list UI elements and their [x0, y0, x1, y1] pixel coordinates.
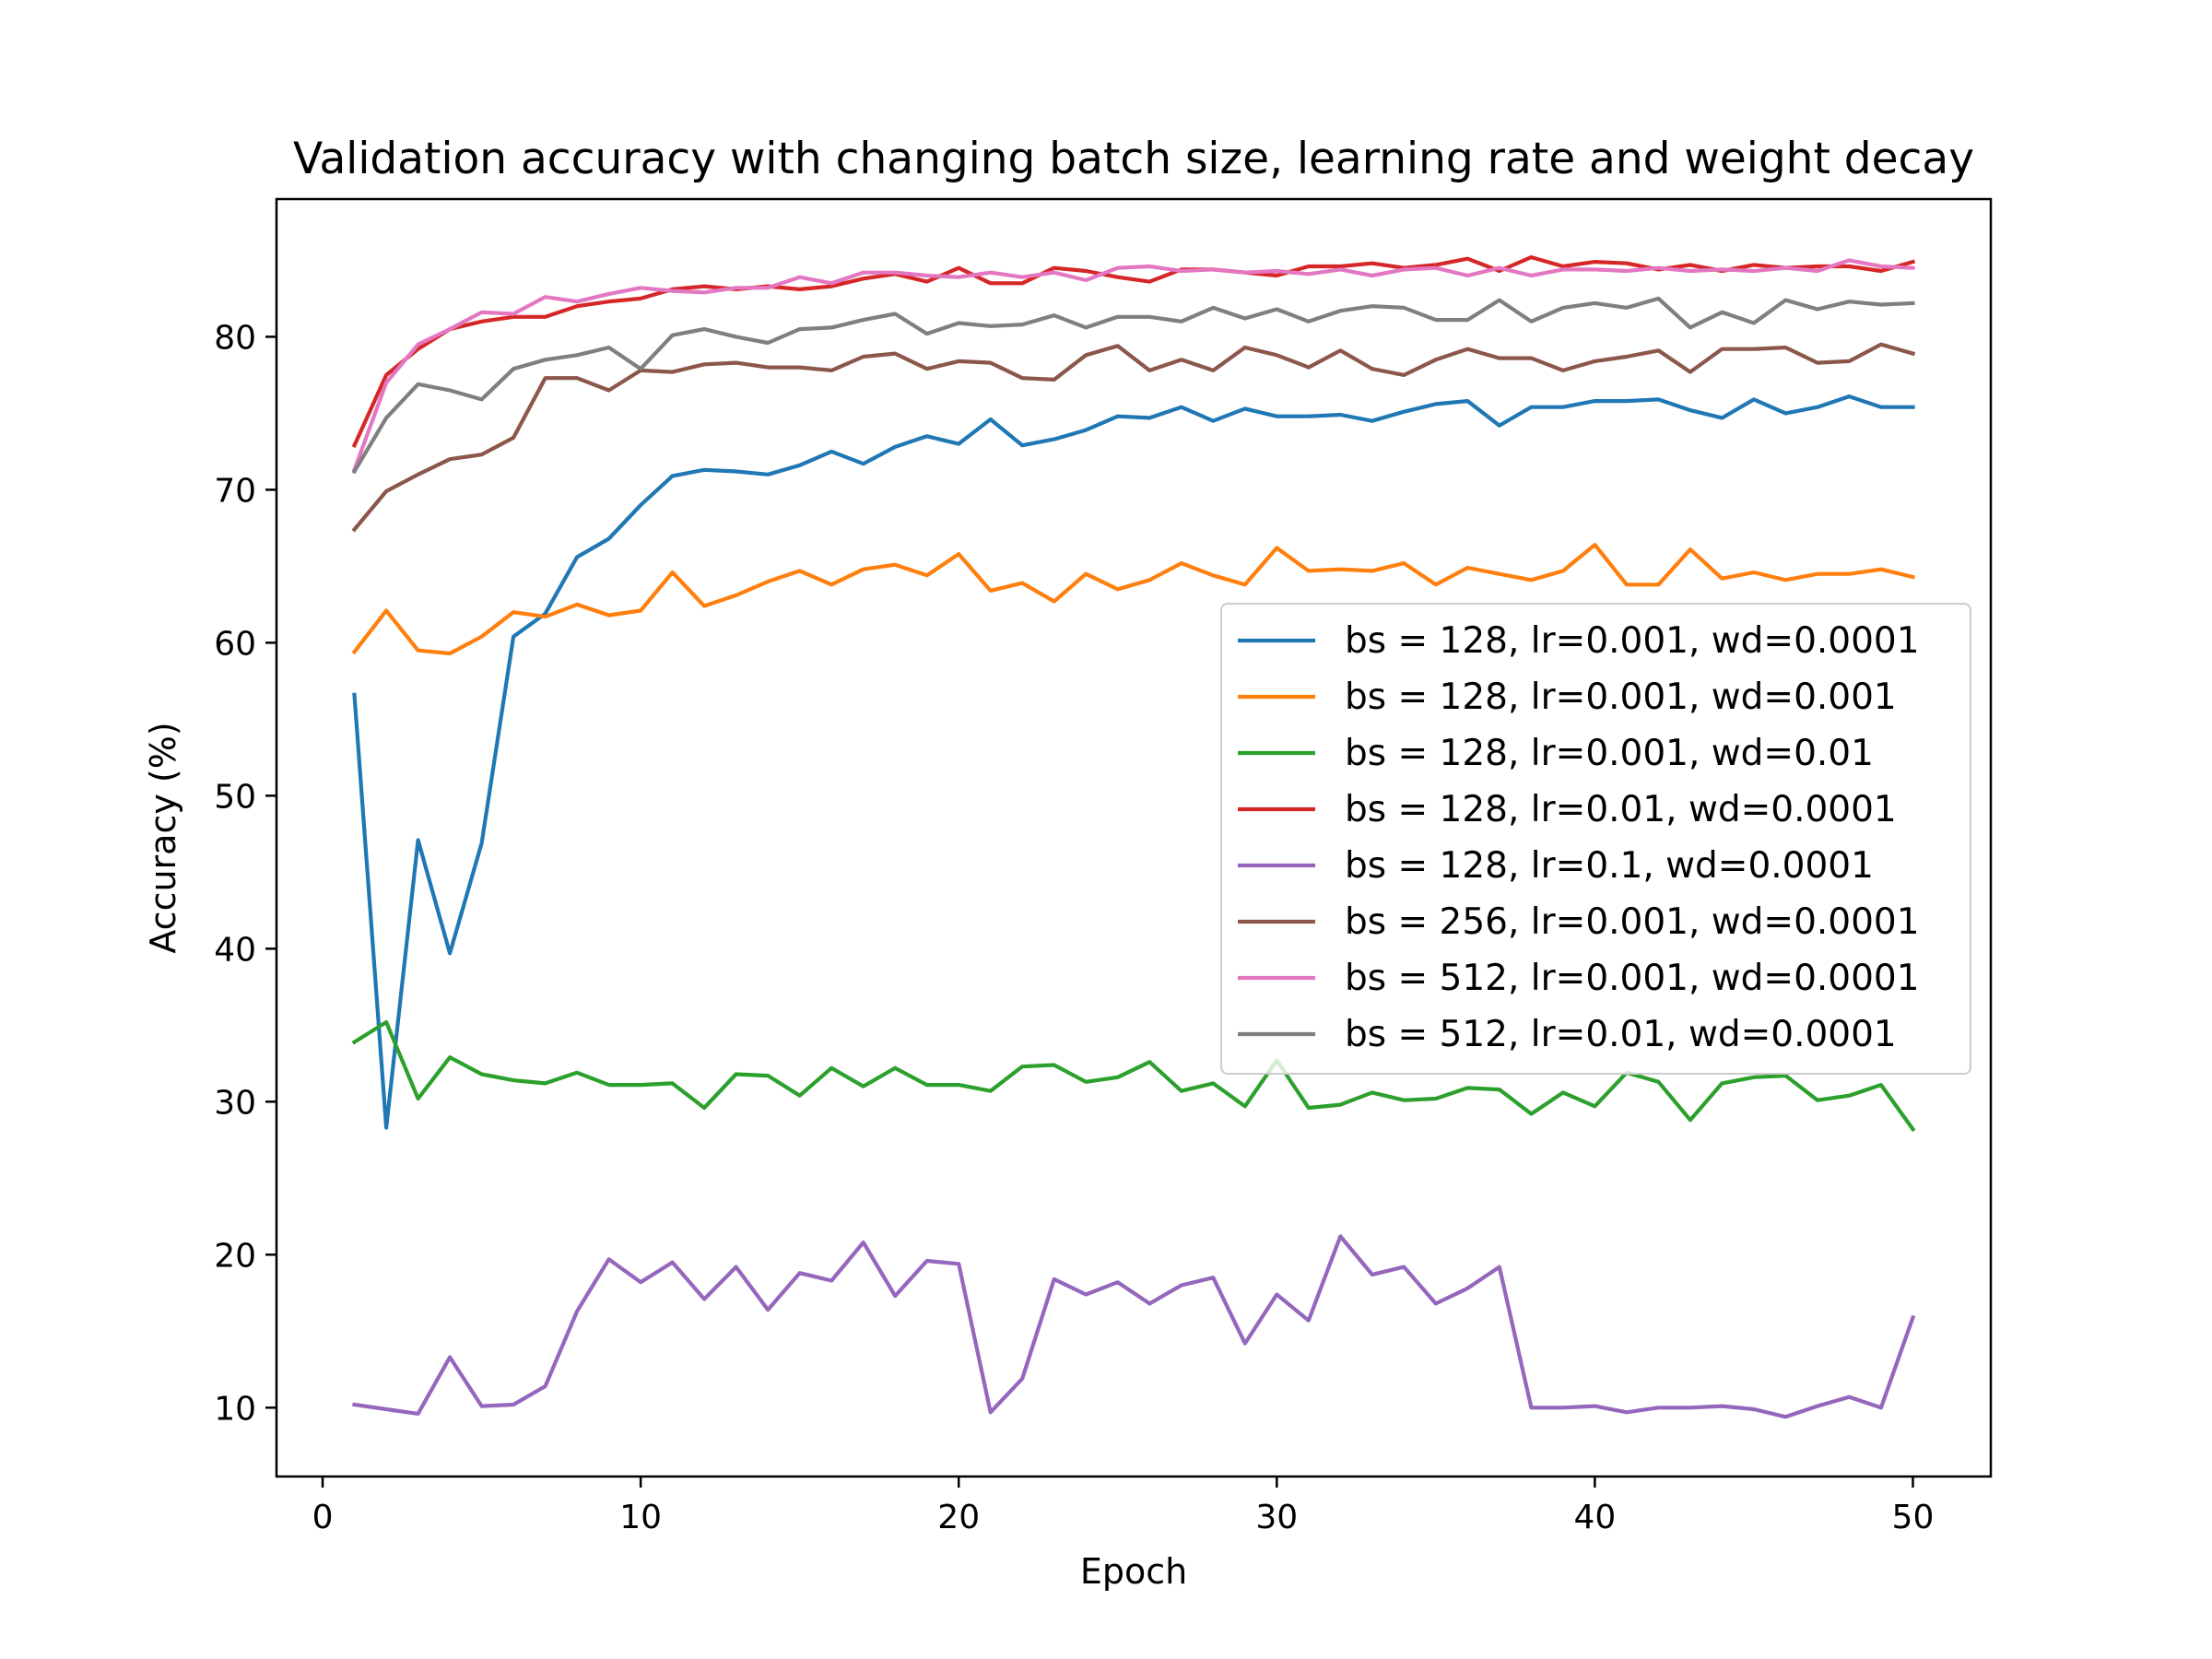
- legend-label: bs = 128, lr=0.001, wd=0.0001: [1345, 620, 1920, 662]
- x-tick-label: 30: [1255, 1499, 1298, 1536]
- y-tick-label: 10: [214, 1390, 256, 1428]
- y-tick-label: 80: [214, 319, 256, 357]
- series-line-2: [351, 542, 1916, 656]
- legend-label: bs = 128, lr=0.001, wd=0.01: [1345, 733, 1874, 774]
- series-line-5: [352, 1234, 1916, 1419]
- x-tick-label: 10: [619, 1499, 662, 1536]
- x-tick-label: 0: [312, 1499, 334, 1536]
- chart-title: Validation accuracy with changing batch …: [293, 134, 1974, 184]
- y-axis: 10 20 30 40 50 60 70 80: [214, 319, 276, 1428]
- legend-label: bs = 512, lr=0.001, wd=0.0001: [1345, 958, 1920, 999]
- legend-box: [1220, 603, 1971, 1075]
- series-line-6: [351, 342, 1916, 533]
- y-tick-label: 40: [214, 931, 256, 969]
- legend-label: bs = 128, lr=0.001, wd=0.001: [1345, 677, 1897, 718]
- x-tick-label: 20: [937, 1499, 980, 1536]
- x-tick-label: 50: [1892, 1499, 1935, 1536]
- x-axis: 0 10 20 30 40 50: [312, 1477, 1935, 1536]
- legend-label: bs = 256, lr=0.001, wd=0.0001: [1345, 901, 1920, 943]
- x-axis-label: Epoch: [1080, 1551, 1187, 1592]
- legend-label: bs = 512, lr=0.01, wd=0.0001: [1345, 1014, 1897, 1055]
- y-tick-label: 50: [214, 778, 256, 816]
- y-tick-label: 20: [214, 1237, 256, 1275]
- series-line-3: [351, 1019, 1916, 1133]
- plot-frame: [275, 197, 1993, 1478]
- y-tick-label: 30: [214, 1084, 256, 1122]
- series-layer: [351, 255, 1916, 1419]
- x-tick-label: 40: [1573, 1499, 1616, 1536]
- y-axis-label: Accuracy (%): [143, 722, 183, 953]
- series-line-1: [352, 394, 1915, 1130]
- series-line-7: [351, 258, 1915, 473]
- y-tick-label: 70: [214, 472, 256, 510]
- legend: bs = 128, lr=0.001, wd=0.0001 bs = 128, l…: [1220, 603, 1971, 1075]
- legend-label: bs = 128, lr=0.1, wd=0.0001: [1345, 845, 1874, 887]
- series-line-8: [351, 296, 1915, 475]
- y-tick-label: 60: [214, 625, 256, 663]
- legend-label: bs = 128, lr=0.01, wd=0.0001: [1345, 789, 1897, 830]
